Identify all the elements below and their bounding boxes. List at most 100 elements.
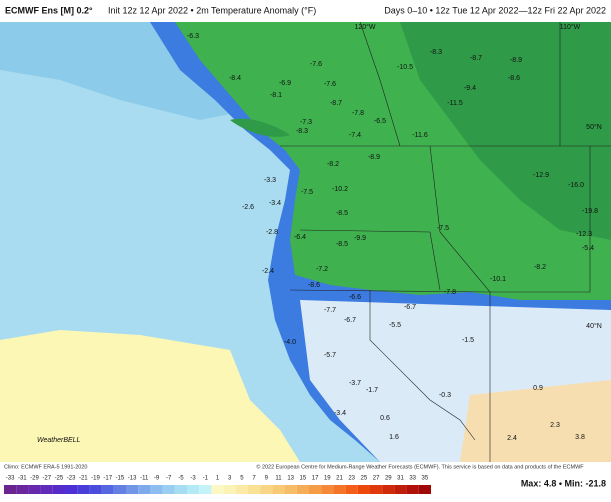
map-value: -7.2 bbox=[316, 266, 328, 273]
scale-label: -19 bbox=[91, 476, 100, 482]
scale-swatch bbox=[89, 485, 102, 494]
map-value: -3.3 bbox=[264, 177, 276, 184]
map-value: -7.3 bbox=[300, 119, 312, 126]
scale-swatch bbox=[4, 485, 17, 494]
map-value: -7.6 bbox=[324, 81, 336, 88]
map-value: -8.3 bbox=[430, 49, 442, 56]
border-mt bbox=[429, 145, 591, 293]
warm-ocean bbox=[0, 330, 300, 462]
grid-label: 50°N bbox=[586, 123, 602, 131]
map-value: -5.4 bbox=[582, 245, 594, 252]
copyright: © 2022 European Centre for Medium-Range … bbox=[256, 463, 584, 470]
scale-label: 23 bbox=[348, 476, 355, 482]
map-value: -8.6 bbox=[508, 75, 520, 82]
scale-swatch bbox=[248, 485, 261, 494]
header-bar bbox=[0, 0, 611, 22]
map-value: -2.8 bbox=[266, 229, 278, 236]
map-value: -8.6 bbox=[308, 282, 320, 289]
scale-swatch bbox=[101, 485, 114, 494]
map-value: -8.5 bbox=[336, 210, 348, 217]
map-value: -2.6 bbox=[242, 204, 254, 211]
scale-label: -9 bbox=[154, 476, 160, 482]
land-dark-green bbox=[400, 22, 611, 240]
scale-label: -27 bbox=[42, 476, 51, 482]
scale-label: -17 bbox=[103, 476, 112, 482]
scale-swatch bbox=[199, 485, 212, 494]
scale-swatch bbox=[272, 485, 285, 494]
scale-label: 15 bbox=[300, 476, 307, 482]
border-bc-ab bbox=[359, 21, 401, 147]
scale-label: 5 bbox=[240, 476, 244, 482]
scale-label: -13 bbox=[128, 476, 137, 482]
scale-swatch bbox=[16, 485, 29, 494]
map-value: -3.4 bbox=[269, 200, 281, 207]
scale-swatch bbox=[52, 485, 65, 494]
map-value: -3.7 bbox=[349, 380, 361, 387]
scale-swatch bbox=[40, 485, 53, 494]
scale-label: -25 bbox=[55, 476, 64, 482]
subtitle: Init 12z 12 Apr 2022 • 2m Temperature An… bbox=[108, 5, 316, 15]
map-value: -4.0 bbox=[284, 339, 296, 346]
scale-label: -31 bbox=[18, 476, 27, 482]
scale-swatch bbox=[223, 485, 236, 494]
map-value: -12.3 bbox=[576, 231, 592, 238]
scale-swatch bbox=[162, 485, 175, 494]
scale-label: -29 bbox=[30, 476, 39, 482]
scale-label: 9 bbox=[265, 476, 269, 482]
map-value: -9.4 bbox=[464, 85, 476, 92]
scale-label: 25 bbox=[361, 476, 368, 482]
map-value: -7.6 bbox=[310, 61, 322, 68]
scale-swatch bbox=[126, 485, 139, 494]
scale-swatch bbox=[187, 485, 200, 494]
map-value: -6.5 bbox=[374, 118, 386, 125]
map-value: -10.5 bbox=[397, 64, 413, 71]
map-value: -5.7 bbox=[324, 352, 336, 359]
scale-label: 7 bbox=[252, 476, 256, 482]
map-value: -7.7 bbox=[324, 307, 336, 314]
island bbox=[230, 118, 290, 137]
map-value: 0.9 bbox=[533, 385, 543, 392]
scale-swatch bbox=[333, 485, 346, 494]
map-value: -7.4 bbox=[349, 132, 361, 139]
scale-label: 31 bbox=[397, 476, 404, 482]
scale-swatch bbox=[174, 485, 187, 494]
scale-swatch bbox=[211, 485, 224, 494]
scale-swatch bbox=[138, 485, 151, 494]
border-ca-nv bbox=[369, 290, 476, 441]
map-value: -11.6 bbox=[412, 132, 428, 139]
scale-label: 33 bbox=[409, 476, 416, 482]
map-value: -9.9 bbox=[354, 235, 366, 242]
map-value: -6.7 bbox=[344, 317, 356, 324]
scale-label: 11 bbox=[275, 476, 282, 482]
footer-bar bbox=[0, 462, 611, 502]
map-value: -5.5 bbox=[389, 322, 401, 329]
map-value: -6.9 bbox=[279, 80, 291, 87]
scale-label: -15 bbox=[116, 476, 125, 482]
scale-swatch bbox=[77, 485, 90, 494]
range: Days 0–10 • 12z Tue 12 Apr 2022—12z Fri … bbox=[384, 5, 606, 15]
scale-label: -21 bbox=[79, 476, 88, 482]
map-value: -6.4 bbox=[294, 234, 306, 241]
borders bbox=[280, 21, 611, 462]
map-value: -8.9 bbox=[510, 57, 522, 64]
scale-label: -33 bbox=[6, 476, 15, 482]
grid-label: 110°W bbox=[560, 23, 581, 31]
map-value: 0.6 bbox=[380, 415, 390, 422]
border-or-id bbox=[299, 229, 441, 291]
scale-label: 19 bbox=[324, 476, 331, 482]
map-value: -11.5 bbox=[447, 100, 463, 107]
map-value: -7.8 bbox=[352, 110, 364, 117]
map-value: -7.5 bbox=[301, 189, 313, 196]
scale-swatch bbox=[357, 485, 370, 494]
map-value: -8.1 bbox=[270, 92, 282, 99]
map-value: -1.7 bbox=[366, 387, 378, 394]
map-value: 1.6 bbox=[389, 434, 399, 441]
map: WeatherBELL bbox=[0, 21, 611, 462]
scale-swatch bbox=[113, 485, 126, 494]
scale-swatch bbox=[235, 485, 248, 494]
logo: WeatherBELL bbox=[37, 437, 81, 444]
scale-label: 17 bbox=[312, 476, 319, 482]
map-value: -7.8 bbox=[444, 289, 456, 296]
scale-label: 13 bbox=[287, 476, 294, 482]
